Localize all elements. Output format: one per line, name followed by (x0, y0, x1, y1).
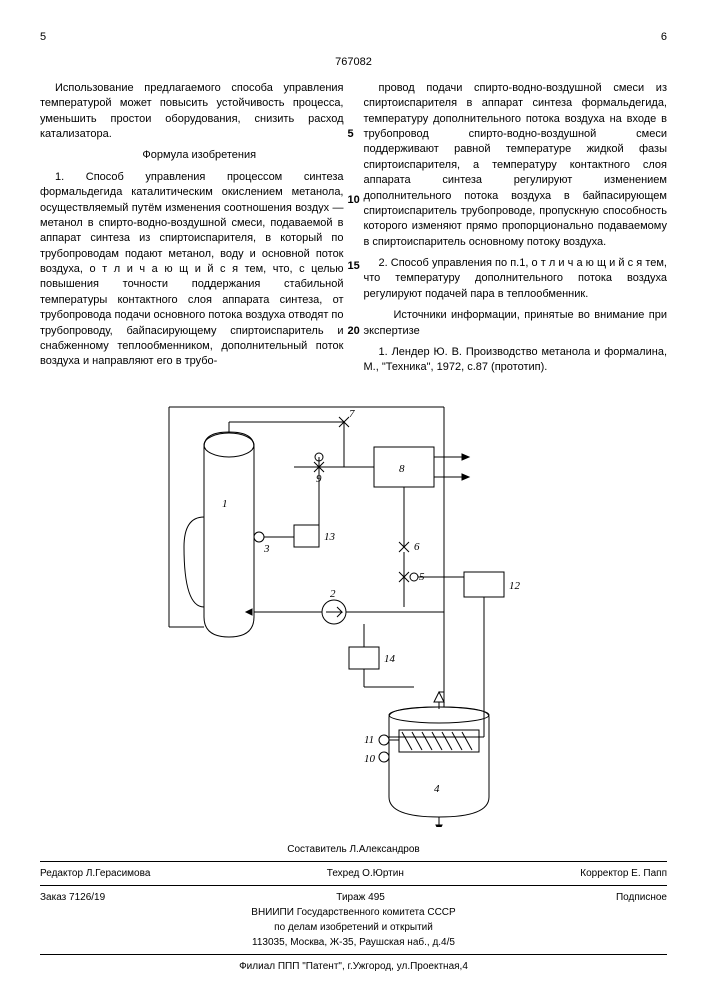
paragraph: Использование предлагаемого способа упра… (40, 81, 344, 143)
sensor-3 (254, 532, 264, 542)
label-14: 14 (384, 653, 396, 665)
org1: ВНИИПИ Государственного комитета СССР (40, 905, 667, 920)
label-11: 11 (364, 734, 374, 746)
addr2: Филиал ППП "Патент", г.Ужгород, ул.Проек… (40, 954, 667, 974)
page-num-left: 5 (40, 30, 46, 45)
copies: Тираж 495 (336, 890, 385, 905)
block-14 (349, 647, 379, 669)
hatch (442, 732, 452, 750)
vessel-1 (204, 432, 254, 637)
sources-title: Источники информации, принятые во вниман… (364, 308, 668, 339)
footer-row-order: Заказ 7126/19 Тираж 495 Подписное (40, 885, 667, 905)
footer: Составитель Л.Александров Редактор Л.Гер… (40, 842, 667, 974)
label-9: 9 (316, 473, 322, 485)
hatch (402, 732, 412, 750)
org2: по делам изобретений и открытий (40, 920, 667, 935)
paragraph: провод подачи спирто-водно-воздушной сме… (364, 81, 668, 250)
paragraph: 1. Способ управления процессом синтеза ф… (40, 170, 344, 370)
block-13 (294, 525, 319, 547)
vessel-1-loop (184, 517, 204, 607)
line-num: 10 (348, 193, 360, 208)
left-column: Использование предлагаемого способа упра… (40, 81, 344, 382)
label-1: 1 (222, 498, 228, 510)
subscription: Подписное (616, 890, 667, 905)
hatch (462, 732, 472, 750)
pump-arrow (326, 607, 342, 617)
arrow-icon (462, 474, 469, 480)
right-column: 5 10 15 20 провод подачи спирто-водно-во… (364, 81, 668, 382)
doc-number: 767082 (40, 55, 667, 70)
paragraph: 2. Способ управления по п.1, о т л и ч а… (364, 256, 668, 302)
arrow-icon (462, 454, 469, 460)
label-13: 13 (324, 531, 336, 543)
addr1: 113035, Москва, Ж-35, Раушская наб., д.4… (40, 935, 667, 950)
process-diagram: 1 2 3 4 5 6 7 8 9 10 11 12 13 14 (164, 397, 544, 827)
block-12 (464, 572, 504, 597)
arrow-icon (246, 609, 252, 615)
corrector: Корректор Е. Папп (580, 866, 667, 881)
compiler: Составитель Л.Александров (40, 842, 667, 857)
line-num: 15 (348, 259, 360, 274)
page-header: 5 6 (40, 30, 667, 45)
paragraph: 1. Лендер Ю. В. Производство метанола и … (364, 345, 668, 376)
editor: Редактор Л.Герасимова (40, 866, 150, 881)
sensor-10 (379, 752, 389, 762)
hatch (452, 732, 462, 750)
label-6: 6 (414, 541, 420, 553)
vessel-1-top (204, 433, 254, 457)
label-12: 12 (509, 580, 521, 592)
formula-title: Формула изобретения (40, 148, 344, 163)
hatch (432, 732, 442, 750)
label-2: 2 (330, 588, 336, 600)
line-num: 5 (348, 127, 354, 142)
valve-actuator (410, 573, 418, 581)
text-columns: Использование предлагаемого способа упра… (40, 81, 667, 382)
label-5: 5 (419, 571, 425, 583)
vessel-4-top (389, 707, 489, 723)
label-8: 8 (399, 463, 405, 475)
hatch (422, 732, 432, 750)
footer-row-credits: Редактор Л.Герасимова Техред О.Юртин Кор… (40, 861, 667, 881)
order: Заказ 7126/19 (40, 890, 105, 905)
label-3: 3 (263, 543, 270, 555)
sensor-11 (379, 735, 389, 745)
page-num-right: 6 (661, 30, 667, 45)
techred: Техред О.Юртин (327, 866, 404, 881)
label-10: 10 (364, 753, 376, 765)
line-num: 20 (348, 324, 360, 339)
funnel (434, 692, 444, 702)
hatch (412, 732, 422, 750)
label-4: 4 (434, 783, 440, 795)
label-7: 7 (349, 408, 355, 420)
arrow-icon (436, 825, 442, 827)
